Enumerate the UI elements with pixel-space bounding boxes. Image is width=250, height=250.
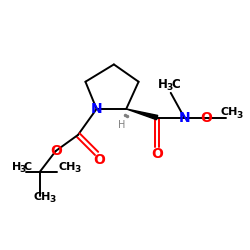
Text: 3: 3 [19,166,26,174]
Polygon shape [126,109,158,120]
Text: O: O [201,110,212,124]
Text: C: C [171,78,180,92]
Text: 3: 3 [74,166,80,174]
Text: H: H [12,162,21,172]
Text: O: O [93,152,105,166]
Text: 3: 3 [236,110,242,120]
Text: CH: CH [220,107,238,117]
Text: H: H [118,120,126,130]
Text: N: N [91,102,102,116]
Text: CH: CH [34,192,51,202]
Text: H: H [158,78,168,92]
Text: O: O [50,144,62,158]
Text: 3: 3 [166,84,172,92]
Text: CH: CH [58,162,76,172]
Text: C: C [23,162,32,172]
Text: 3: 3 [50,195,56,204]
Text: O: O [151,147,163,161]
Text: N: N [178,110,190,124]
